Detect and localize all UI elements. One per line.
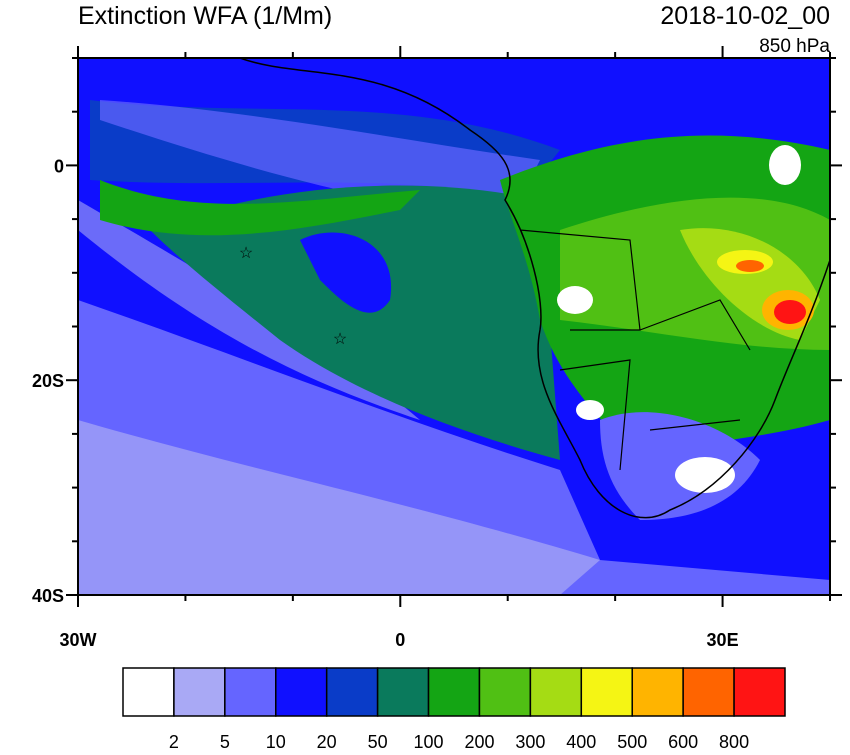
colorbar-label: 10 bbox=[266, 732, 286, 750]
plume bbox=[150, 185, 560, 461]
colorbar-box bbox=[325, 667, 379, 717]
colorbar-label: 100 bbox=[414, 732, 444, 750]
colorbar-label: 400 bbox=[566, 732, 596, 750]
colorbar-label: 800 bbox=[719, 732, 749, 750]
colorbar-box bbox=[224, 667, 277, 717]
plume-edge bbox=[100, 180, 420, 236]
y-tick-label: 40S bbox=[32, 586, 64, 606]
colorbar-box bbox=[682, 667, 735, 717]
colorbar-box bbox=[478, 667, 532, 717]
colorbar-box bbox=[529, 667, 583, 717]
colorbar-box bbox=[173, 667, 226, 717]
borders bbox=[519, 229, 751, 471]
colorbar-label: 20 bbox=[317, 732, 337, 750]
y-tick-label: 20S bbox=[32, 371, 64, 391]
colorbar-box bbox=[376, 667, 430, 717]
colorbar-label: 2 bbox=[169, 732, 179, 750]
x-tick-label: 30E bbox=[707, 630, 739, 650]
field-band bbox=[100, 100, 540, 209]
colorbar-box bbox=[427, 667, 481, 717]
date: 2018-10-02_00 bbox=[660, 2, 830, 30]
clear-patch bbox=[576, 400, 604, 420]
field-band bbox=[78, 420, 600, 595]
colorbar-box bbox=[733, 667, 786, 717]
coastline bbox=[239, 58, 830, 519]
x-tick-label: 30W bbox=[59, 630, 96, 650]
y-tick-label: 0 bbox=[54, 156, 64, 176]
colorbar-box bbox=[631, 667, 684, 717]
colorbar-label: 500 bbox=[617, 732, 647, 750]
clear-patch bbox=[769, 145, 801, 185]
plume-core bbox=[300, 232, 392, 313]
level: 850 hPa bbox=[759, 36, 830, 57]
colorbar-label: 600 bbox=[668, 732, 698, 750]
hotspot bbox=[736, 260, 764, 272]
title: Extinction WFA (1/Mm) bbox=[78, 2, 332, 30]
colorbar-box bbox=[122, 667, 175, 717]
field: ☆ ☆ bbox=[78, 58, 830, 595]
site-star: ☆ bbox=[333, 331, 347, 348]
hotspot bbox=[774, 300, 806, 324]
colorbar-label: 50 bbox=[368, 732, 388, 750]
colorbar-label: 5 bbox=[220, 732, 230, 750]
colorbar-label: 200 bbox=[464, 732, 494, 750]
colorbar-box bbox=[275, 667, 328, 717]
x-tick-label: 0 bbox=[395, 630, 405, 650]
clear-patch bbox=[557, 286, 593, 314]
colorbar-label: 300 bbox=[515, 732, 545, 750]
site-star: ☆ bbox=[239, 245, 253, 262]
clear-patch bbox=[675, 457, 735, 493]
colorbar-box bbox=[580, 667, 633, 717]
